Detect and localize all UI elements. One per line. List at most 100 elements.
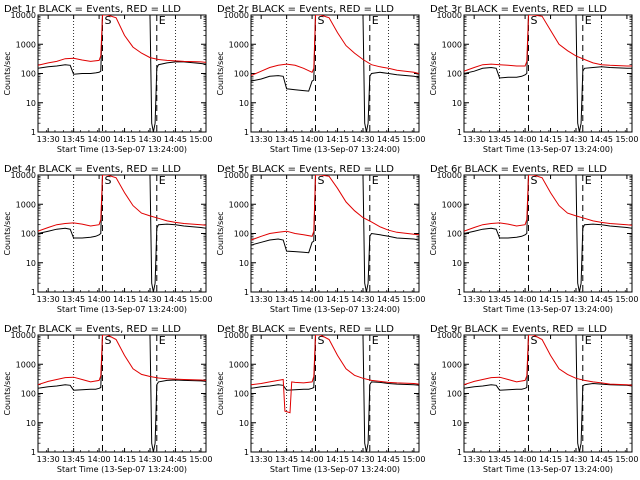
series-group: [464, 175, 632, 292]
y-tick-label: 10: [26, 259, 36, 268]
x-tick-label: 14:00: [88, 135, 111, 144]
y-tick-label: 10: [239, 99, 249, 108]
y-tick-label: 1: [457, 288, 462, 297]
x-tick-label: 14:15: [113, 135, 136, 144]
x-tick-label: 14:15: [113, 455, 136, 464]
plot-frame: [250, 14, 420, 133]
series-line-events: [251, 175, 419, 292]
y-tick-label: 1000: [229, 360, 249, 369]
x-tick-label: 15:00: [189, 295, 212, 304]
x-axis-label: Start Time (13-Sep-07 13:24:00): [270, 305, 400, 314]
end-marker-label: E: [585, 14, 592, 27]
y-axis-label: Counts/sec: [429, 211, 438, 255]
x-axis-label: Start Time (13-Sep-07 13:24:00): [57, 305, 187, 314]
x-tick-label: 13:45: [488, 135, 511, 144]
series-line-events: [464, 335, 632, 452]
x-tick-label: 14:15: [326, 295, 349, 304]
x-tick-label: 14:30: [138, 135, 161, 144]
series-line-events: [464, 175, 632, 292]
x-tick-label: 14:00: [514, 295, 537, 304]
series-line-lld: [251, 175, 419, 241]
x-axis-label: Start Time (13-Sep-07 13:24:00): [483, 305, 613, 314]
end-marker-label: E: [159, 334, 166, 347]
x-tick-label: 13:45: [488, 455, 511, 464]
x-tick-label: 13:30: [37, 135, 60, 144]
panel-title: Det 4r BLACK = Events, RED = LLD: [4, 164, 181, 175]
series-line-lld: [38, 175, 206, 232]
x-tick-label: 14:30: [564, 135, 587, 144]
x-tick-label: 14:15: [539, 295, 562, 304]
x-tick-label: 14:15: [539, 135, 562, 144]
y-tick-label: 10: [452, 419, 462, 428]
x-tick-label: 14:00: [514, 135, 537, 144]
series-group: [38, 15, 206, 132]
x-tick-label: 15:00: [402, 455, 425, 464]
y-axis-label: Counts/sec: [216, 211, 225, 255]
x-tick-label: 15:00: [615, 455, 638, 464]
x-tick-label: 14:15: [539, 455, 562, 464]
series-group: [251, 175, 419, 292]
plot-frame: [37, 14, 207, 133]
y-tick-label: 10000: [437, 331, 462, 340]
start-marker-label: S: [104, 334, 111, 347]
y-axis-label: Counts/sec: [216, 51, 225, 95]
end-marker-label: E: [372, 174, 379, 187]
y-tick-label: 1: [31, 128, 36, 137]
x-tick-label: 13:45: [62, 455, 85, 464]
y-axis-label: Counts/sec: [216, 371, 225, 415]
y-tick-label: 1: [457, 448, 462, 457]
x-tick-label: 13:45: [488, 295, 511, 304]
y-axis-label: Counts/sec: [3, 371, 12, 415]
end-marker-label: E: [159, 174, 166, 187]
x-tick-label: 13:45: [275, 135, 298, 144]
panel-title: Det 1r BLACK = Events, RED = LLD: [4, 4, 181, 15]
x-tick-label: 14:00: [88, 455, 111, 464]
panel-title: Det 8r BLACK = Events, RED = LLD: [217, 324, 394, 335]
y-tick-label: 100: [234, 70, 249, 79]
start-marker-label: S: [530, 14, 537, 27]
y-tick-label: 10000: [224, 331, 249, 340]
x-tick-label: 15:00: [189, 455, 212, 464]
x-tick-label: 14:30: [564, 295, 587, 304]
x-tick-label: 14:30: [351, 295, 374, 304]
y-tick-label: 1: [31, 448, 36, 457]
y-tick-label: 1: [31, 288, 36, 297]
y-tick-label: 10000: [11, 171, 36, 180]
y-tick-label: 10000: [437, 11, 462, 20]
x-tick-label: 15:00: [402, 295, 425, 304]
series-line-lld: [251, 15, 419, 77]
panel-title: Det 3r BLACK = Events, RED = LLD: [430, 4, 607, 15]
x-tick-label: 14:15: [113, 295, 136, 304]
x-tick-label: 13:30: [463, 455, 486, 464]
y-tick-label: 1: [244, 288, 249, 297]
x-tick-label: 13:30: [250, 455, 273, 464]
y-tick-label: 1000: [229, 40, 249, 49]
y-tick-label: 100: [21, 230, 36, 239]
start-marker-label: S: [530, 174, 537, 187]
plot-frame: [250, 174, 420, 293]
x-tick-label: 14:45: [590, 455, 613, 464]
series-line-lld: [251, 335, 419, 414]
series-line-lld: [464, 335, 632, 386]
series-line-events: [464, 15, 632, 132]
x-tick-label: 14:00: [514, 455, 537, 464]
x-tick-label: 14:30: [138, 455, 161, 464]
x-tick-label: 14:45: [164, 455, 187, 464]
x-tick-label: 13:45: [275, 455, 298, 464]
series-line-lld: [38, 15, 206, 66]
x-tick-label: 15:00: [615, 135, 638, 144]
series-group: [464, 335, 632, 452]
x-tick-label: 15:00: [189, 135, 212, 144]
y-tick-label: 10000: [224, 11, 249, 20]
series-line-events: [38, 175, 206, 292]
y-tick-label: 1000: [442, 360, 462, 369]
series-group: [251, 15, 419, 132]
y-tick-label: 100: [447, 230, 462, 239]
y-tick-label: 1: [244, 448, 249, 457]
y-tick-label: 1: [457, 128, 462, 137]
